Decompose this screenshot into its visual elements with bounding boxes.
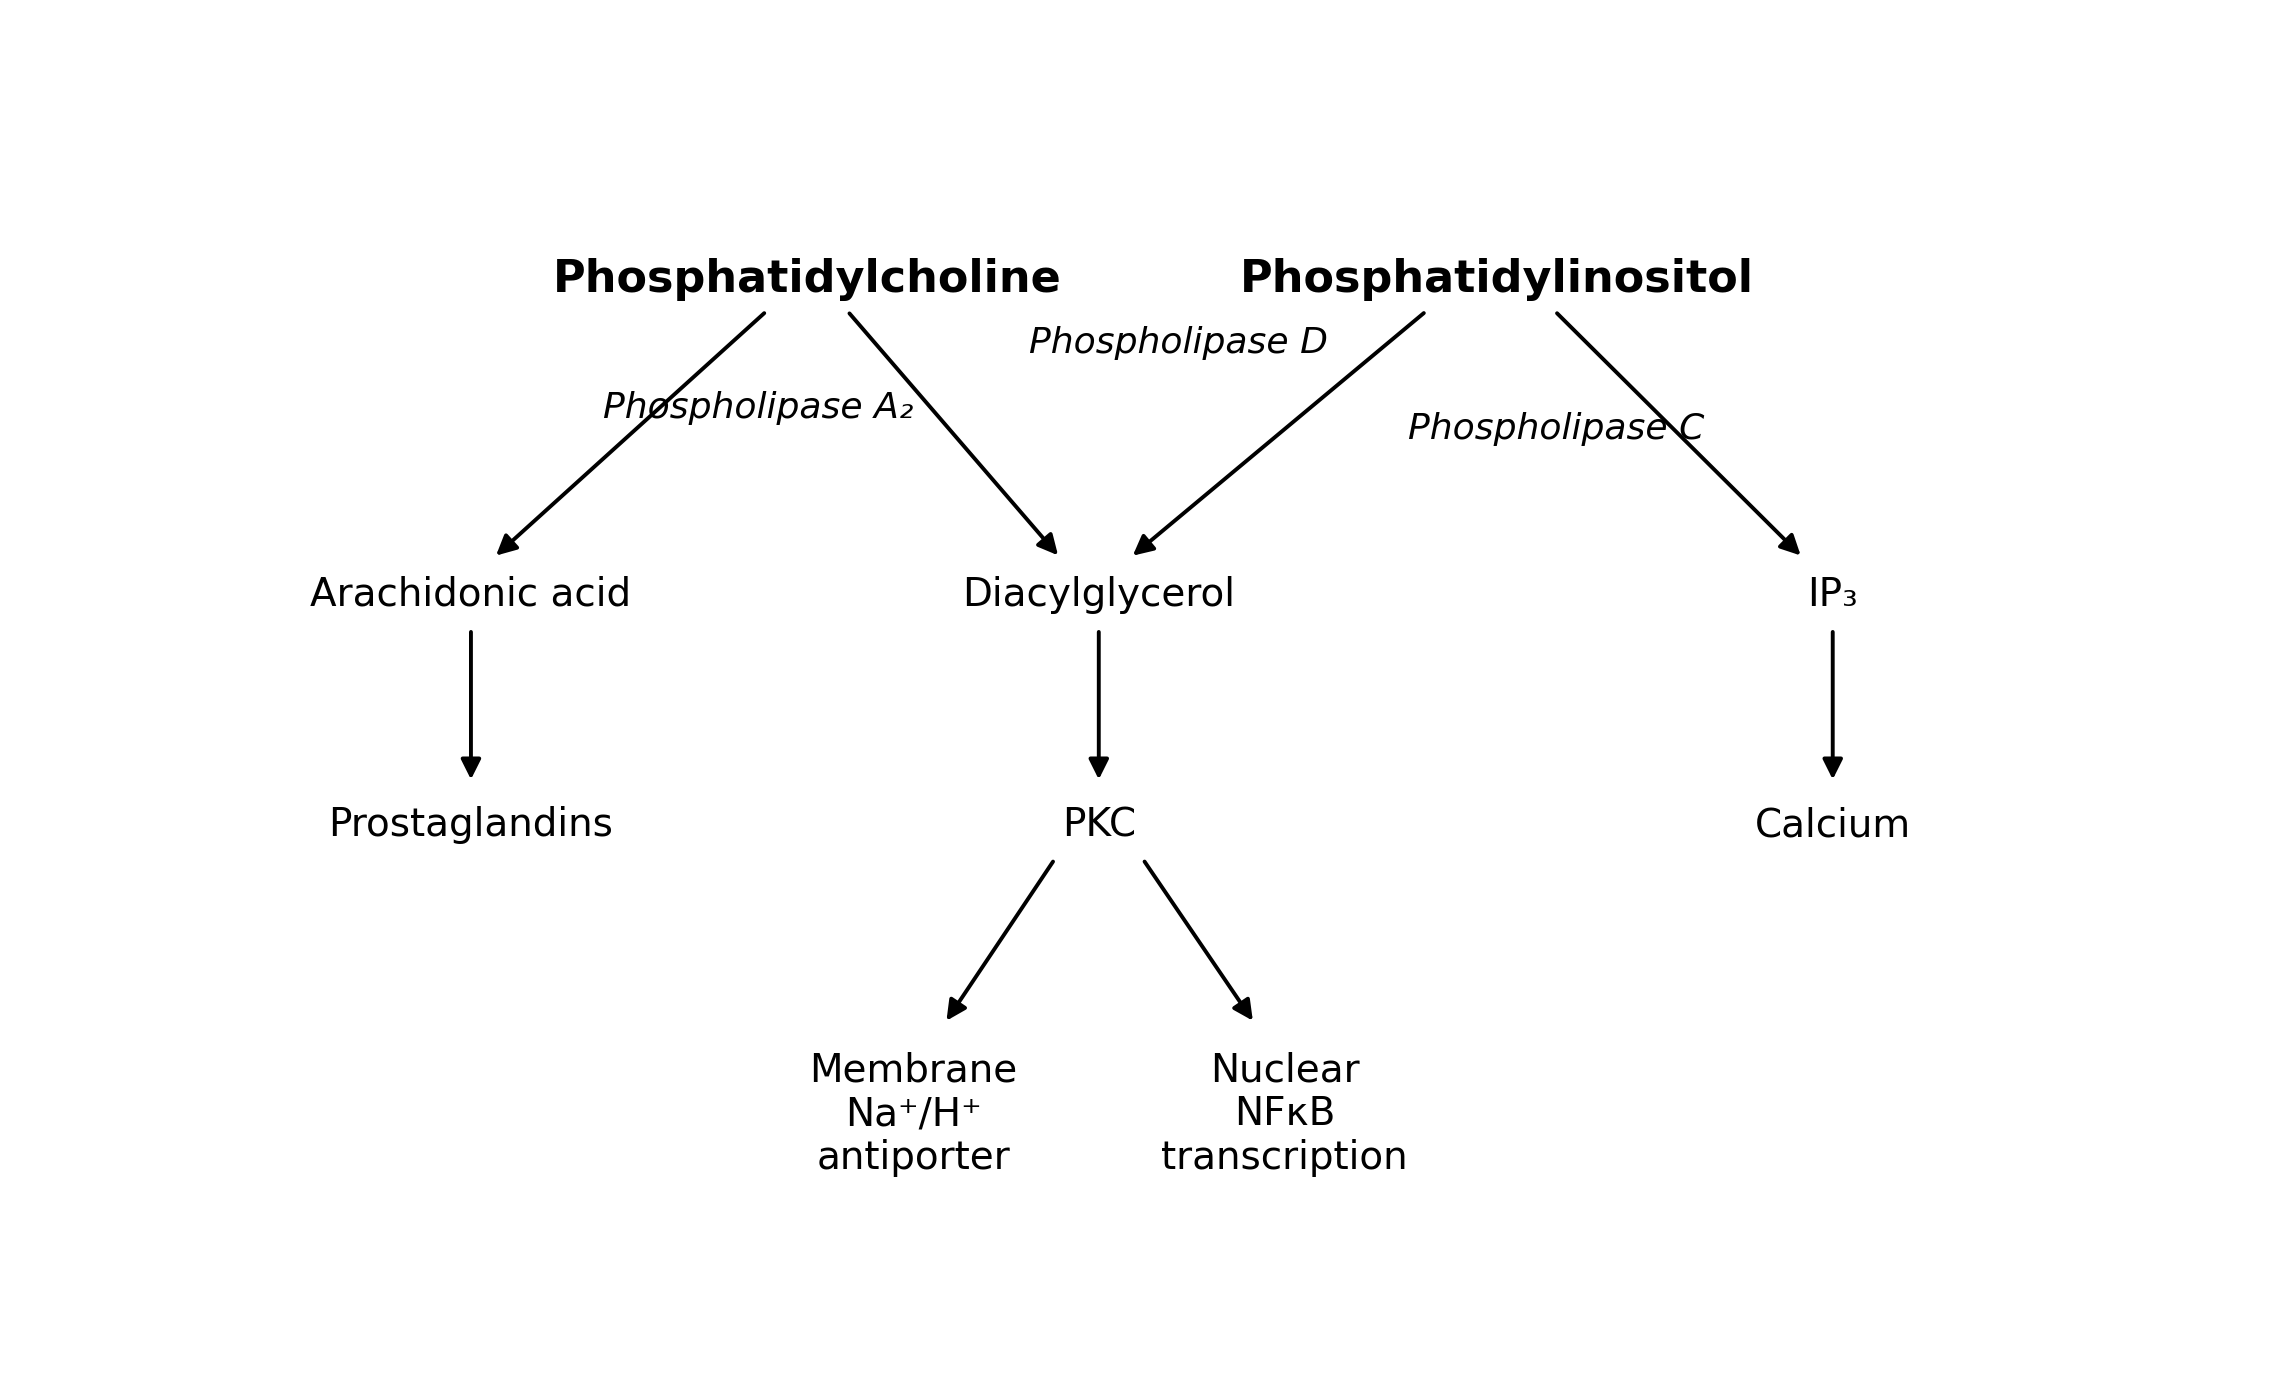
Text: Diacylglycerol: Diacylglycerol [963,575,1235,614]
Text: Membrane
Na⁺/H⁺
antiporter: Membrane Na⁺/H⁺ antiporter [808,1051,1018,1177]
Text: Phospholipase C: Phospholipase C [1408,411,1705,446]
Text: Calcium: Calcium [1755,806,1910,844]
Text: PKC: PKC [1061,806,1136,844]
Text: Arachidonic acid: Arachidonic acid [310,575,632,614]
Text: Phospholipase A₂: Phospholipase A₂ [602,391,913,424]
Text: Phosphatidylcholine: Phosphatidylcholine [552,257,1061,300]
Text: Prostaglandins: Prostaglandins [329,806,614,844]
Text: Nuclear
NFκB
transcription: Nuclear NFκB transcription [1162,1051,1408,1177]
Text: Phospholipase D: Phospholipase D [1029,327,1328,360]
Text: IP₃: IP₃ [1807,575,1858,614]
Text: Phosphatidylinositol: Phosphatidylinositol [1239,257,1753,300]
